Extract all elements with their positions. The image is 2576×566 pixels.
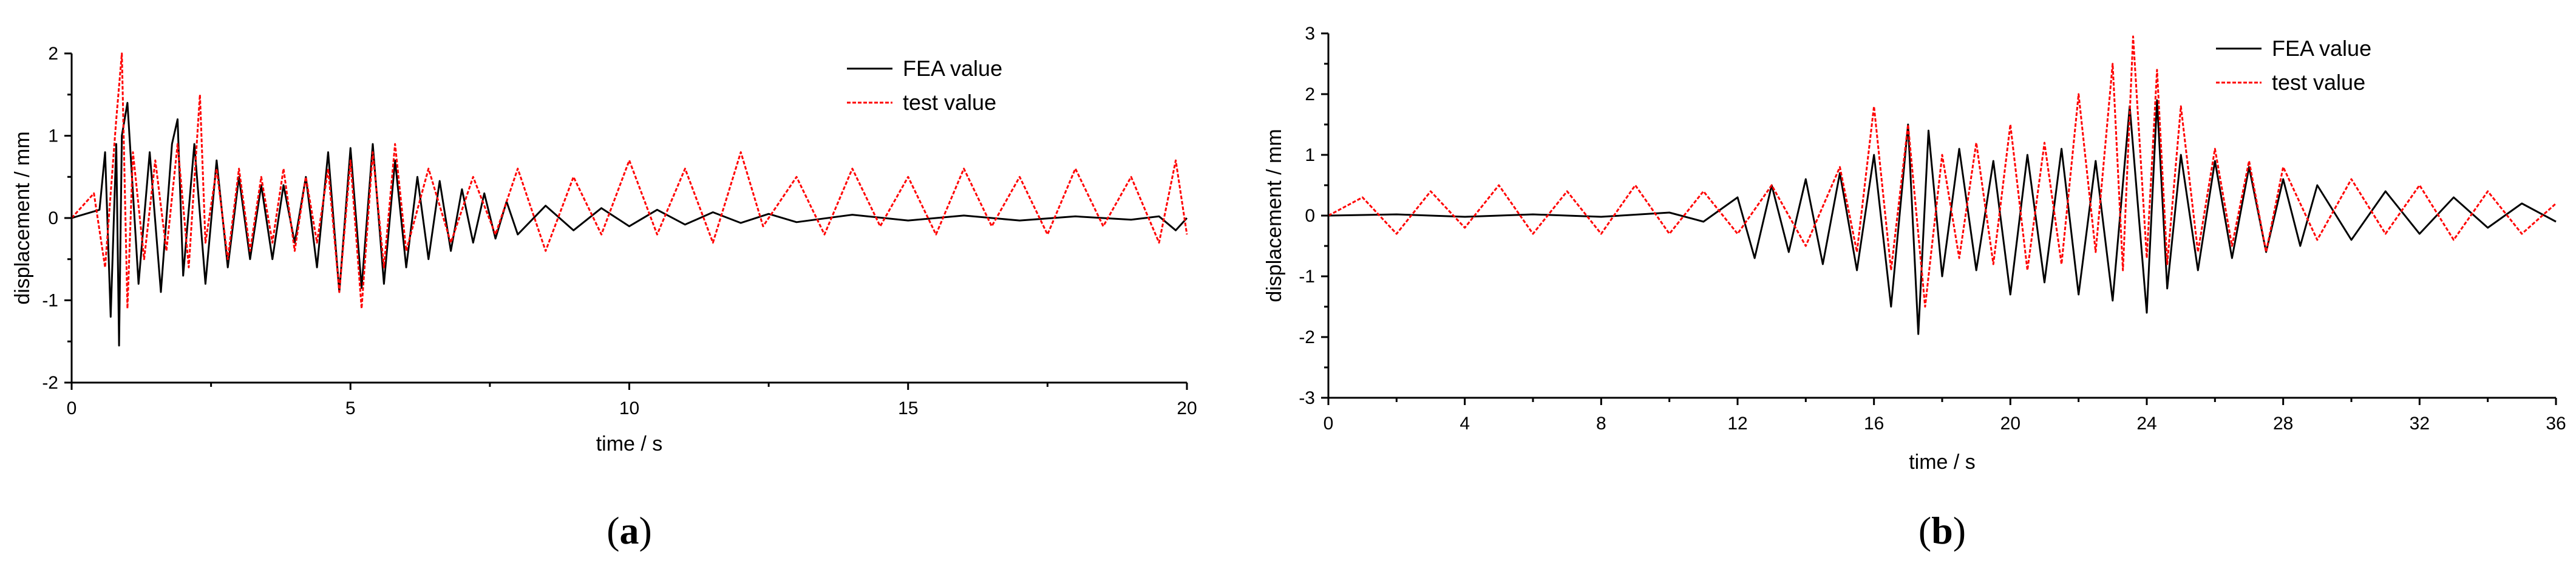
chart-a-x-tick-label: 15 [898,398,918,418]
chart-b-y-tick-label: -3 [1299,388,1315,408]
chart-a-y-tick-label: -1 [42,291,58,311]
chart-b-x-tick-label: 16 [1864,414,1884,434]
chart-a-y-tick-label: -2 [42,373,58,393]
chart-b-legend-label-test: test value [2272,70,2365,95]
chart-b-x-tick-label: 12 [1727,414,1747,434]
chart-a-y-tick-label: 0 [48,208,58,228]
chart-a-y-tick-label: 2 [48,44,58,64]
chart-b-y-tick-label: 0 [1305,206,1315,226]
chart-b-x-tick-label: 8 [1596,414,1606,434]
chart-b-x-tick-label: 0 [1324,414,1334,434]
chart-a-x-tick-label: 0 [67,398,77,418]
chart-b-x-tick-label: 4 [1460,414,1470,434]
chart-b-x-tick-label: 24 [2136,414,2156,434]
chart-b-x-tick-label: 28 [2273,414,2293,434]
chart-b-x-tick-label: 36 [2546,414,2566,434]
chart-b-x-axis-title: time / s [1909,451,1976,474]
chart-b-panel-label: (b) [1918,509,1966,552]
chart-b-y-axis-title: displacement / mm [1263,129,1286,302]
chart-a-series-test-line [70,52,1188,310]
chart-b-legend-label-fea: FEA value [2272,36,2371,61]
chart-b-y-tick-label: -2 [1299,327,1315,347]
chart-b-y-tick-label: 2 [1305,84,1315,104]
chart-a-panel-label: (a) [607,509,652,552]
chart-a-x-axis-title: time / s [596,432,663,455]
chart-a-legend-label-test: test value [903,90,996,115]
panel-a: 0 5 10 15 20 -2 -1 0 1 2 time / s displacement / mm… [11,44,1197,552]
chart-b-x-tick-label: 20 [2000,414,2020,434]
chart-a-x-tick-label: 20 [1177,398,1197,418]
chart-b-series-fea-line [1328,99,2557,335]
chart-a-x-tick-label: 5 [345,398,356,418]
chart-b-y-tick-label: 3 [1305,24,1315,44]
chart-b-y-tick-label: -1 [1299,267,1315,287]
chart-a-x-tick-label: 10 [619,398,639,418]
chart-a-y-tick-label: 1 [48,126,58,146]
chart-a-y-axis-title: displacement / mm [11,131,34,304]
chart-b-y-tick-label: 1 [1305,145,1315,165]
chart-a-legend-label-fea: FEA value [903,56,1002,81]
chart-b-series-test-line [1328,35,2557,308]
chart-a-series-fea-line [71,101,1188,347]
chart-b-x-tick-label: 32 [2410,414,2430,434]
